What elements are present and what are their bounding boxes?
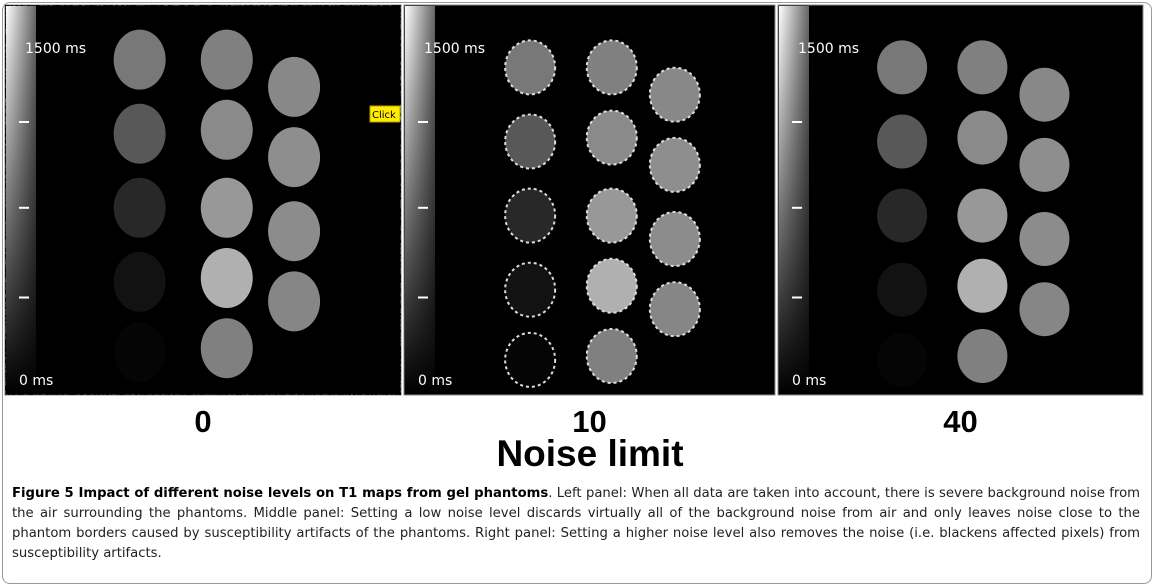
- image-panel: 1500 ms 0 ms: [5, 5, 401, 395]
- phantom: [650, 212, 700, 266]
- phantom: [957, 329, 1007, 383]
- phantom: [650, 282, 700, 336]
- phantom: [114, 322, 166, 382]
- phantom: [587, 329, 637, 383]
- phantom: [201, 178, 253, 238]
- tooltip-text: Click: [372, 110, 396, 121]
- phantom: [114, 252, 166, 312]
- color-scale-fade: [779, 6, 809, 394]
- phantom: [877, 263, 927, 317]
- noise-limit-label: 40: [943, 404, 977, 439]
- phantom: [957, 189, 1007, 243]
- bottom-label: 0 ms: [792, 373, 826, 389]
- phantom: [587, 259, 637, 313]
- caption-title: Figure 5 Impact of different noise level…: [12, 486, 548, 501]
- color-scale-fade: [405, 6, 435, 394]
- phantom: [877, 40, 927, 94]
- phantom: [505, 115, 555, 169]
- phantom: [201, 318, 253, 378]
- phantom: [650, 138, 700, 192]
- phantom: [1019, 138, 1069, 192]
- phantom: [957, 259, 1007, 313]
- phantom: [268, 271, 320, 331]
- image-panel: 1500 ms 0 ms: [778, 5, 1143, 395]
- phantom: [268, 127, 320, 187]
- phantom: [201, 100, 253, 160]
- image-panel: 1500 ms 0 ms: [404, 5, 775, 395]
- phantom: [650, 68, 700, 122]
- phantom: [877, 115, 927, 169]
- phantom: [505, 40, 555, 94]
- phantom: [587, 189, 637, 243]
- phantom: [957, 40, 1007, 94]
- phantom: [505, 263, 555, 317]
- top-label: 1500 ms: [798, 41, 859, 57]
- phantom: [1019, 212, 1069, 266]
- phantom: [505, 189, 555, 243]
- phantom: [587, 111, 637, 165]
- phantom: [1019, 68, 1069, 122]
- color-scale-fade: [6, 6, 36, 394]
- phantom: [114, 104, 166, 164]
- phantom: [114, 178, 166, 238]
- phantom: [268, 201, 320, 261]
- bottom-label: 0 ms: [19, 373, 53, 389]
- axis-title: Noise limit: [496, 433, 683, 474]
- caption: Figure 5 Impact of different noise level…: [12, 484, 1140, 564]
- phantom: [201, 30, 253, 90]
- top-label: 1500 ms: [424, 41, 485, 57]
- phantom: [505, 333, 555, 387]
- phantom: [877, 333, 927, 387]
- top-label: 1500 ms: [25, 41, 86, 57]
- phantom: [587, 40, 637, 94]
- phantom: [201, 248, 253, 308]
- noise-limit-label: 0: [194, 404, 211, 439]
- bottom-label: 0 ms: [418, 373, 452, 389]
- phantom: [114, 30, 166, 90]
- phantom: [877, 189, 927, 243]
- phantom: [268, 57, 320, 117]
- phantom: [957, 111, 1007, 165]
- phantom: [1019, 282, 1069, 336]
